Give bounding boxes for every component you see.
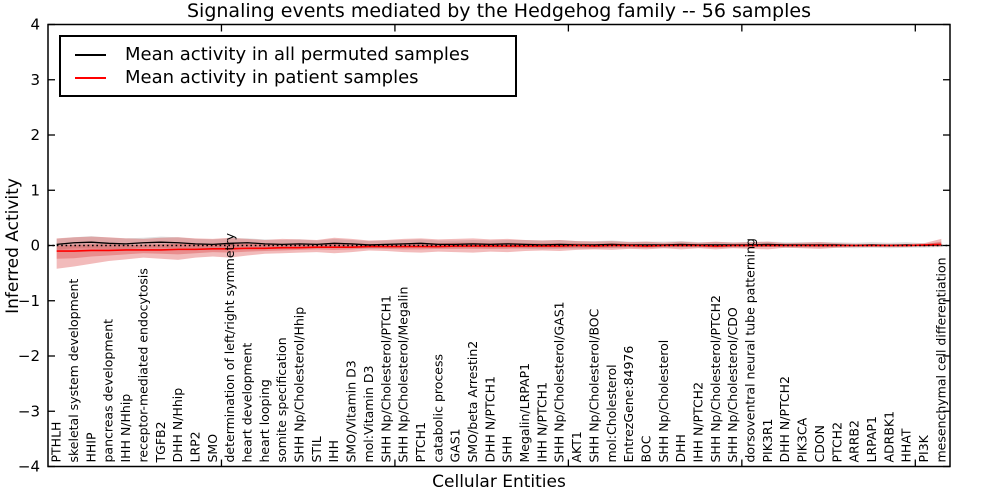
y-tick-label: 1 bbox=[30, 181, 40, 199]
entity-label: PTCH1 bbox=[413, 422, 428, 463]
entity-label: DHH N/PTCH1 bbox=[482, 376, 497, 462]
entity-label: DHH N/Hhip bbox=[170, 388, 185, 463]
y-tick-label: 4 bbox=[30, 16, 40, 34]
y-tick-label: −2 bbox=[18, 347, 40, 365]
entity-label: SHH Np/Cholesterol/CDO bbox=[725, 307, 740, 462]
entity-label: IHH N/Hhip bbox=[118, 394, 133, 463]
entity-label: DHH N/PTCH2 bbox=[777, 376, 792, 462]
entity-label: IHH N/PTCH1 bbox=[534, 382, 549, 463]
entity-label: SHH Np/Cholesterol/Hhip bbox=[292, 307, 307, 463]
entity-label: ARRB2 bbox=[847, 420, 862, 462]
entity-label: SMO/Vitamin D3 bbox=[344, 360, 359, 462]
y-tick-label: −4 bbox=[18, 458, 40, 476]
entity-label: TGFB2 bbox=[153, 421, 168, 463]
y-axis-label: Inferred Activity bbox=[3, 178, 23, 314]
entity-label: skeletal system development bbox=[66, 279, 81, 463]
entity-label: pancreas development bbox=[101, 319, 116, 463]
entity-label: DHH bbox=[673, 434, 688, 462]
chart-title: Signaling events mediated by the Hedgeho… bbox=[186, 0, 811, 22]
entity-label: HHIP bbox=[83, 432, 98, 462]
legend-box: Mean activity in all permuted samples Me… bbox=[59, 35, 517, 97]
entity-label: ADRBK1 bbox=[881, 411, 896, 463]
entity-label: mesenchymal cell differentiation bbox=[933, 257, 948, 462]
entity-label: catabolic process bbox=[430, 354, 445, 463]
legend-line-swatch-permuted bbox=[75, 54, 106, 56]
entity-label: PI3K bbox=[916, 434, 931, 462]
entity-label: LRP2 bbox=[187, 431, 202, 462]
entity-label: PIK3R1 bbox=[760, 418, 775, 462]
y-tick-label: −1 bbox=[18, 292, 40, 310]
entity-label: heart looping bbox=[257, 379, 272, 462]
entity-label: PTCH2 bbox=[829, 422, 844, 463]
entity-label: LRPAP1 bbox=[864, 416, 879, 462]
entity-label: SHH Np/Cholesterol/Megalin bbox=[396, 287, 411, 463]
entity-label: somite specification bbox=[274, 337, 289, 462]
y-tick-label: 2 bbox=[30, 126, 40, 144]
patient-mean-line bbox=[56, 243, 942, 252]
entity-label: SHH Np/Cholesterol/PTCH2 bbox=[708, 295, 723, 463]
legend-label-permuted: Mean activity in all permuted samples bbox=[125, 44, 470, 65]
entity-label: HHAT bbox=[899, 428, 914, 462]
legend-entry-permuted: Mean activity in all permuted samples bbox=[75, 43, 469, 67]
x-axis-label: Cellular Entities bbox=[432, 472, 566, 492]
entity-label: AKT1 bbox=[569, 431, 584, 462]
entity-label: determination of left/right symmetry bbox=[222, 232, 237, 462]
entity-label: PIK3CA bbox=[795, 417, 810, 462]
y-tick-label: 3 bbox=[30, 71, 40, 89]
entity-label: SHH bbox=[500, 436, 515, 463]
entity-label: SHH Np/Cholesterol bbox=[656, 340, 671, 463]
entity-label: SHH Np/Cholesterol/PTCH1 bbox=[378, 295, 393, 463]
entity-label: IHH N/PTCH2 bbox=[690, 382, 705, 463]
entity-label: dorsoventral neural tube patterning bbox=[743, 238, 758, 463]
entity-label: heart development bbox=[239, 343, 254, 463]
entity-label: Megalin/LRPAP1 bbox=[517, 363, 532, 463]
entity-label: mol:Vitamin D3 bbox=[361, 366, 376, 463]
entity-label: IHH bbox=[326, 440, 341, 463]
entity-label: SMO bbox=[205, 434, 220, 463]
legend-line-swatch-patient bbox=[75, 77, 106, 79]
entity-label: receptor-mediated endocytosis bbox=[135, 268, 150, 462]
entity-label: mol:Cholesterol bbox=[604, 364, 619, 462]
entity-label: PTHLH bbox=[49, 422, 64, 463]
legend-label-patient: Mean activity in patient samples bbox=[125, 67, 419, 88]
entity-label: SHH Np/Cholesterol/GAS1 bbox=[552, 301, 567, 462]
entity-label: SHH Np/Cholesterol/BOC bbox=[586, 308, 601, 462]
legend-entry-patient: Mean activity in patient samples bbox=[75, 66, 419, 90]
y-tick-label: 0 bbox=[30, 237, 40, 255]
entity-label: EntrezGene:84976 bbox=[621, 346, 636, 463]
entity-label: SMO/beta Arrestin2 bbox=[465, 341, 480, 463]
entity-label: STIL bbox=[309, 436, 324, 462]
entity-label: BOC bbox=[638, 435, 653, 462]
y-tick-label: −3 bbox=[18, 402, 40, 420]
entity-label: GAS1 bbox=[448, 428, 463, 462]
entity-label: CDON bbox=[812, 425, 827, 463]
